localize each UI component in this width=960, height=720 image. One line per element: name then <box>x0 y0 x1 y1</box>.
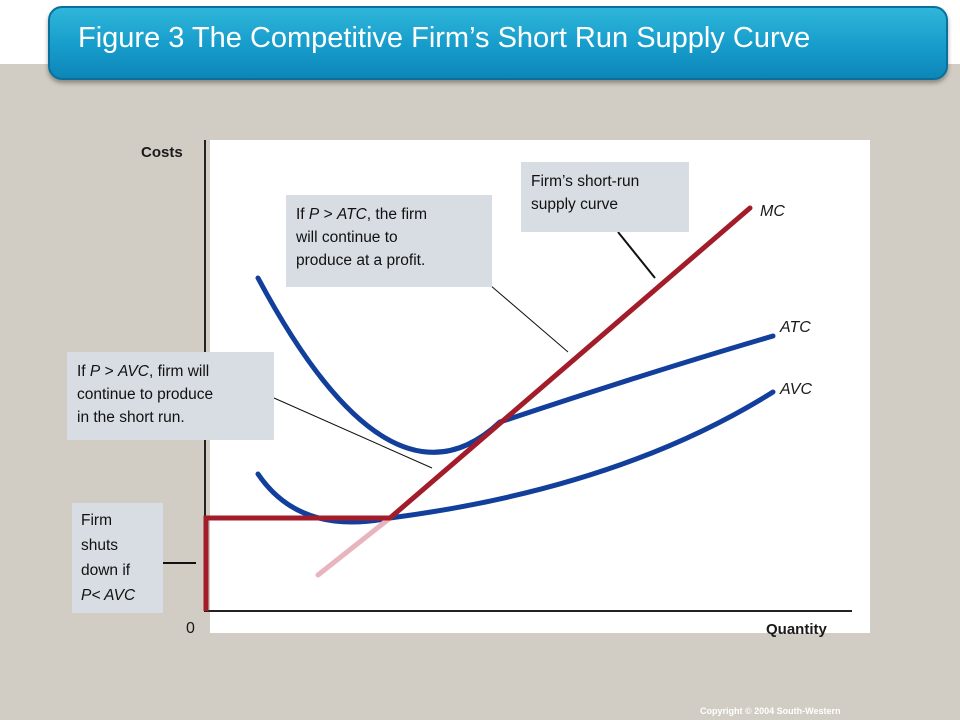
origin-label: 0 <box>186 620 195 637</box>
shutdown-callout-line3: down if <box>81 562 131 579</box>
supply-callout-line1: Firm’s short-run <box>531 173 640 190</box>
slide-title: Figure 3 The Competitive Firm’s Short Ru… <box>78 22 811 54</box>
avc-callout-line2: continue to produce <box>77 386 214 403</box>
shutdown-callout: Firm shuts down if P< AVC <box>72 503 163 613</box>
supply-callout-line2: supply curve <box>531 196 619 213</box>
atc-profit-callout: If P > ATC, the firm will continue to pr… <box>286 195 492 287</box>
shutdown-segment <box>203 515 390 611</box>
copyright-notice: Copyright © 2004 South-Western <box>700 706 841 716</box>
atc-callout-line2: will continue to <box>296 229 398 246</box>
supply-curve-callout: Firm’s short-run supply curve <box>521 162 689 232</box>
avc-callout-line1: If P > AVC, firm will <box>77 363 210 380</box>
atc-callout-leader <box>489 284 569 353</box>
x-axis-label: Quantity <box>766 621 827 638</box>
y-axis-label: Costs <box>141 144 183 161</box>
avc-continue-callout: If P > AVC, firm will continue to produc… <box>67 352 274 440</box>
atc-label: ATC <box>780 319 811 336</box>
atc-callout-line1: If P > ATC, the firm <box>296 206 428 223</box>
shutdown-callout-line1: Firm <box>81 512 112 529</box>
atc-callout-line3: produce at a profit. <box>296 252 426 269</box>
mc-label: MC <box>760 203 785 220</box>
avc-label: AVC <box>780 381 813 398</box>
title-banner: Figure 3 The Competitive Firm’s Short Ru… <box>48 6 948 80</box>
avc-callout-line3: in the short run. <box>77 409 185 426</box>
atc-curve <box>255 275 776 455</box>
avc-callout-leader <box>273 397 433 469</box>
supply-callout-leader <box>617 231 656 279</box>
shutdown-callout-line4: P< AVC <box>81 587 136 604</box>
mc-curve-below-avc <box>315 515 393 578</box>
shutdown-callout-line2: shuts <box>81 537 119 554</box>
avc-curve <box>255 389 776 525</box>
mc-supply-curve <box>387 205 753 521</box>
